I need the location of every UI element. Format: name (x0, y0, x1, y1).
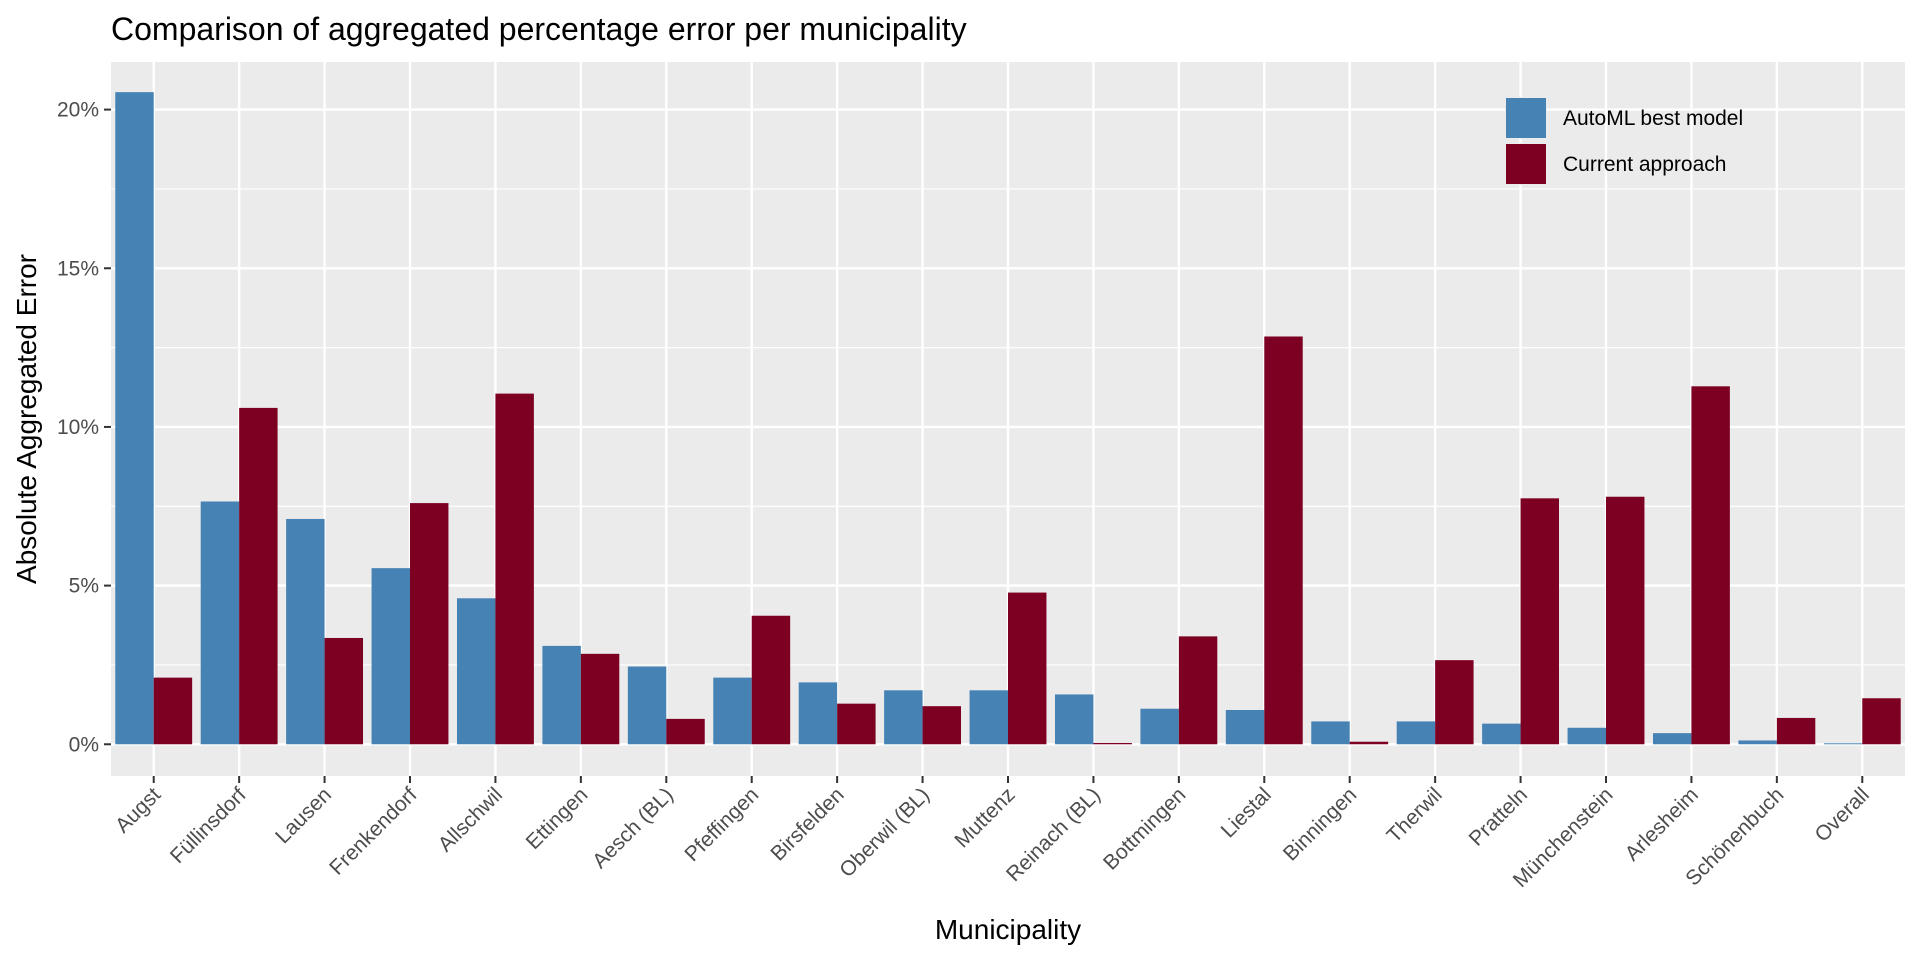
y-axis: 0% 5% 10% 15% 20% (57, 99, 111, 756)
bar (542, 645, 581, 745)
x-tick-label: Oberwil (BL) (835, 783, 934, 882)
bar (1140, 708, 1179, 745)
bar (1008, 592, 1047, 745)
bars (115, 92, 1901, 745)
y-axis-title: Absolute Aggregated Error (11, 254, 42, 584)
x-tick-label: Overall (1811, 783, 1874, 846)
y-tick-label: 15% (57, 257, 99, 280)
bar (456, 598, 496, 745)
bar (239, 407, 278, 745)
bar (1482, 723, 1521, 745)
x-tick-label: Therwil (1383, 783, 1447, 847)
x-tick-label: Frenkendorf (325, 783, 421, 879)
x-tick-label: Lausen (271, 783, 336, 848)
bar (1264, 336, 1303, 745)
x-tick-label: Aesch (BL) (588, 783, 678, 873)
bar (1225, 709, 1265, 745)
bar (200, 501, 240, 745)
x-tick-label: Pratteln (1465, 783, 1532, 850)
x-tick-label: Birsfelden (766, 783, 848, 865)
y-tick-label: 0% (69, 733, 99, 756)
x-tick-label: Bottmingen (1099, 783, 1190, 874)
bar (1776, 717, 1816, 745)
x-tick-label: Muttenz (950, 783, 1019, 852)
bar (1738, 740, 1777, 745)
bar (1093, 742, 1132, 745)
bar (580, 653, 620, 745)
x-tick-label: Augst (111, 783, 165, 837)
bar (884, 690, 923, 745)
bar (371, 568, 410, 745)
bar (922, 706, 962, 745)
bar (666, 718, 705, 745)
legend: AutoML best model Current approach (1505, 97, 1743, 185)
x-axis-title: Municipality (935, 914, 1081, 945)
bar (1396, 721, 1436, 745)
x-tick-label: Binningen (1279, 783, 1361, 865)
bar (1567, 727, 1606, 745)
bar (1823, 743, 1863, 745)
y-tick-label: 5% (69, 575, 99, 598)
legend-swatch (1506, 144, 1546, 184)
bar (1435, 660, 1474, 745)
bar (751, 615, 791, 745)
bar (324, 637, 364, 745)
bar (713, 677, 752, 745)
legend-swatch (1506, 98, 1546, 138)
y-tick-label: 10% (57, 416, 99, 439)
bar (153, 677, 193, 745)
bar (1862, 698, 1901, 745)
x-tick-label: Allschwil (434, 783, 507, 856)
chart-title: Comparison of aggregated percentage erro… (111, 11, 967, 47)
bar (627, 666, 667, 745)
x-tick-label: Ettingen (522, 783, 593, 854)
legend-label: Current approach (1563, 153, 1726, 176)
bar (1054, 694, 1094, 745)
bar (837, 703, 876, 745)
bar (115, 92, 154, 745)
bar (1606, 496, 1645, 745)
x-tick-label: Pfeffingen (680, 783, 763, 866)
bar (1178, 636, 1218, 745)
bar (1691, 386, 1730, 745)
bar (1652, 733, 1692, 745)
legend-label: AutoML best model (1563, 107, 1743, 130)
bar (1349, 741, 1389, 745)
bar (798, 682, 838, 745)
bar (286, 518, 325, 745)
x-tick-label: Liestal (1217, 783, 1276, 842)
bar (969, 690, 1008, 745)
bar (410, 503, 449, 745)
bar (1520, 498, 1560, 745)
x-tick-label: Arlesheim (1621, 783, 1703, 865)
bar (1311, 721, 1350, 745)
y-tick-label: 20% (57, 99, 99, 122)
x-tick-label: Füllinsdorf (166, 783, 251, 868)
bar (495, 393, 534, 745)
